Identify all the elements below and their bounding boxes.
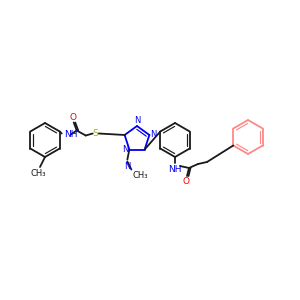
Text: CH₃: CH₃: [132, 170, 148, 179]
Text: N: N: [122, 145, 128, 154]
Text: NH: NH: [168, 165, 182, 174]
Text: S: S: [93, 129, 99, 138]
Text: O: O: [69, 112, 76, 122]
Text: N: N: [124, 161, 130, 170]
Text: O: O: [182, 177, 190, 186]
Text: NH: NH: [64, 130, 77, 139]
Text: N: N: [134, 116, 140, 125]
Text: CH₃: CH₃: [30, 169, 46, 178]
Text: N: N: [150, 130, 157, 140]
